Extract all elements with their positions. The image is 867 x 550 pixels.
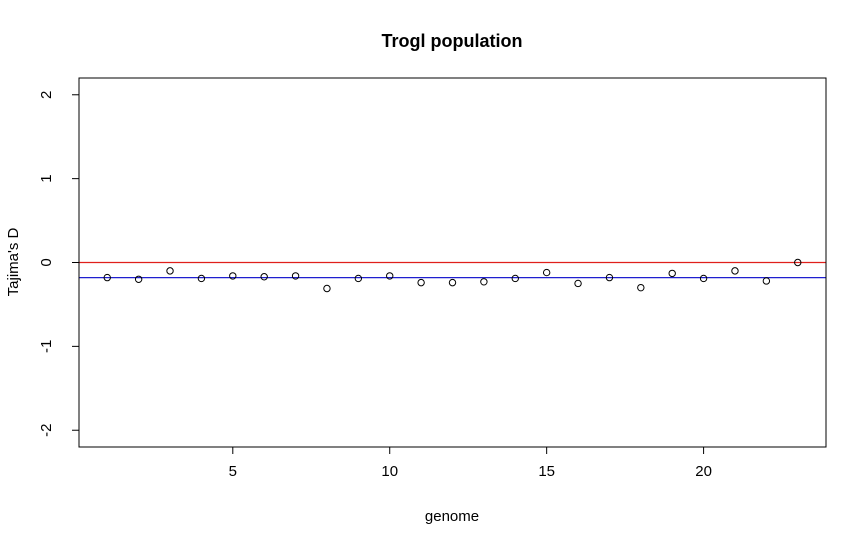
data-point (511, 274, 519, 283)
data-point (480, 278, 488, 286)
data-point (291, 272, 300, 280)
data-point (731, 267, 739, 275)
data-point (574, 279, 582, 288)
data-point (605, 273, 614, 282)
x-tick-label: 10 (381, 463, 398, 480)
y-axis-label: Tajima's D (5, 227, 22, 296)
y-tick-label: 2 (38, 91, 55, 99)
reference-lines (79, 261, 826, 279)
data-point (229, 272, 237, 280)
y-tick-label: -1 (38, 340, 55, 353)
data-point (386, 272, 394, 280)
x-axis: 5 10 15 20 (229, 447, 712, 480)
data-point (794, 258, 802, 267)
chart-title: Trogl population (382, 31, 523, 51)
x-tick-label: 5 (229, 463, 237, 480)
y-axis: -2 -1 0 1 2 (38, 91, 79, 437)
data-point (103, 273, 111, 282)
y-tick-label: 0 (38, 258, 55, 266)
data-point (354, 274, 363, 283)
data-point (448, 278, 457, 287)
data-point (323, 284, 331, 293)
data-point (542, 268, 551, 277)
data-point (699, 274, 708, 283)
x-tick-label: 20 (695, 463, 712, 480)
data-point (762, 277, 771, 285)
data-point (197, 274, 206, 283)
data-point (134, 275, 143, 283)
y-tick-label: -2 (38, 424, 55, 437)
data-point (417, 278, 425, 287)
data-points (103, 258, 802, 293)
y-tick-label: 1 (38, 174, 55, 182)
x-axis-label: genome (425, 508, 479, 525)
data-point (166, 267, 174, 275)
data-point (637, 283, 645, 292)
data-point (668, 269, 676, 278)
data-point (260, 273, 268, 281)
x-tick-label: 15 (538, 463, 555, 480)
